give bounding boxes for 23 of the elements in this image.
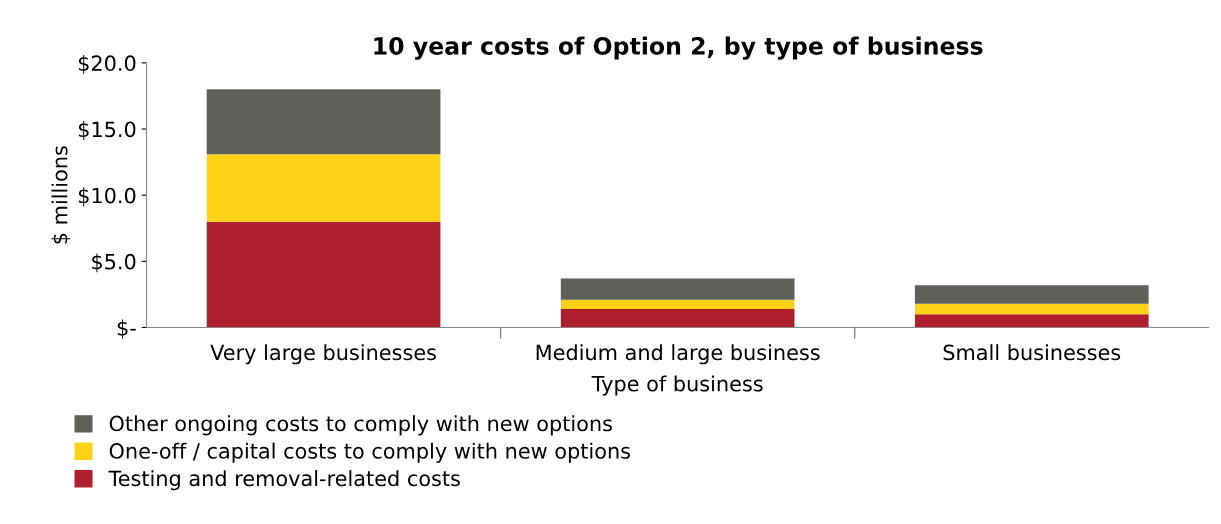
legend-label: Testing and removal-related costs [108,470,460,491]
y-tick-label: $5.0 [92,253,136,273]
x-tick-label: Small businesses [943,344,1121,361]
bar [914,303,1149,315]
bar [914,314,1149,328]
chart-title: 10 year costs of Option 2, by type of business [374,36,983,60]
x-tick-label: Very large businesses [210,344,436,365]
legend-label: Other ongoing costs to comply with new options [109,415,612,436]
bar [560,278,795,300]
bar [560,299,795,309]
x-axis-title: Type of business [591,375,763,396]
x-tick-label: Medium and large business [536,344,820,365]
y-tick-label: $20.0 [78,54,136,74]
bar [560,308,795,328]
legend-label: One-off / capital costs to comply with new options [109,442,631,463]
bar [206,89,441,155]
y-tick-label: $- [117,319,136,339]
bar [206,154,441,222]
bar [914,285,1149,304]
y-tick-label: $10.0 [78,187,136,207]
bar [206,221,441,328]
y-tick-label: $15.0 [78,121,136,141]
y-axis-title: $ millions [51,146,71,244]
